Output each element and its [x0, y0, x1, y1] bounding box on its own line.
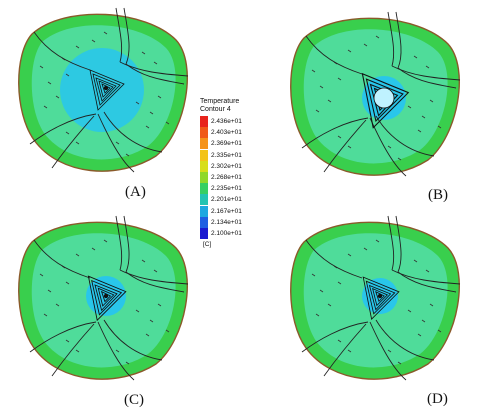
- legend-level: 2.235e+01: [200, 183, 260, 195]
- temperature-legend: Temperature Contour 4 2.436e+01 2.403e+01…: [200, 98, 280, 248]
- cold-core-a: [60, 48, 144, 132]
- panel-label-b: (B): [428, 187, 448, 203]
- legend-swatch: [200, 194, 208, 206]
- hot-core-b: [373, 87, 395, 109]
- panel-label-c: (C): [124, 392, 144, 408]
- legend-swatch: [200, 160, 208, 172]
- legend-value: 2.302e+01: [211, 162, 242, 170]
- legend-value: 2.167e+01: [211, 207, 242, 215]
- legend-swatch: [200, 205, 208, 217]
- panel-b: [290, 11, 461, 177]
- legend-value: 2.403e+01: [211, 129, 242, 137]
- legend-level: 2.335e+01: [200, 149, 260, 161]
- legend-swatch: [200, 228, 208, 239]
- legend-value: 2.235e+01: [211, 185, 242, 193]
- legend-level: 2.403e+01: [200, 127, 260, 139]
- legend-level: 2.100e+01: [200, 228, 260, 239]
- legend-level: 2.268e+01: [200, 172, 260, 183]
- legend-level: 2.369e+01: [200, 138, 260, 150]
- panel-label-a: (A): [125, 184, 146, 200]
- legend-value: 2.100e+01: [211, 230, 242, 237]
- legend-level: 2.302e+01: [200, 160, 260, 172]
- legend-value: 2.134e+01: [211, 218, 242, 226]
- legend-subtitle: Contour 4: [200, 106, 231, 113]
- legend-value: 2.369e+01: [211, 140, 242, 148]
- legend-swatch: [200, 172, 208, 183]
- legend-value: 2.335e+01: [211, 151, 242, 159]
- legend-unit: [C]: [203, 241, 212, 249]
- legend-value: 2.268e+01: [211, 174, 242, 181]
- legend-level: 2.134e+01: [200, 216, 260, 228]
- legend-swatch: [200, 138, 208, 150]
- panel-d: [290, 215, 461, 381]
- legend-value: 2.201e+01: [211, 196, 242, 204]
- legend-swatch: [200, 149, 208, 161]
- panel-label-d: (D): [427, 391, 448, 407]
- legend-swatch: [200, 183, 208, 195]
- legend-level: 2.436e+01: [200, 116, 260, 127]
- legend-swatch: [200, 216, 208, 228]
- legend-swatch: [200, 116, 208, 127]
- legend-swatch: [200, 127, 208, 139]
- panel-a: [18, 7, 189, 173]
- legend-level: 2.201e+01: [200, 194, 260, 206]
- panel-c: [18, 215, 189, 381]
- legend-title: Temperature: [200, 98, 240, 105]
- legend-level: 2.167e+01: [200, 205, 260, 217]
- legend-value: 2.436e+01: [211, 118, 242, 125]
